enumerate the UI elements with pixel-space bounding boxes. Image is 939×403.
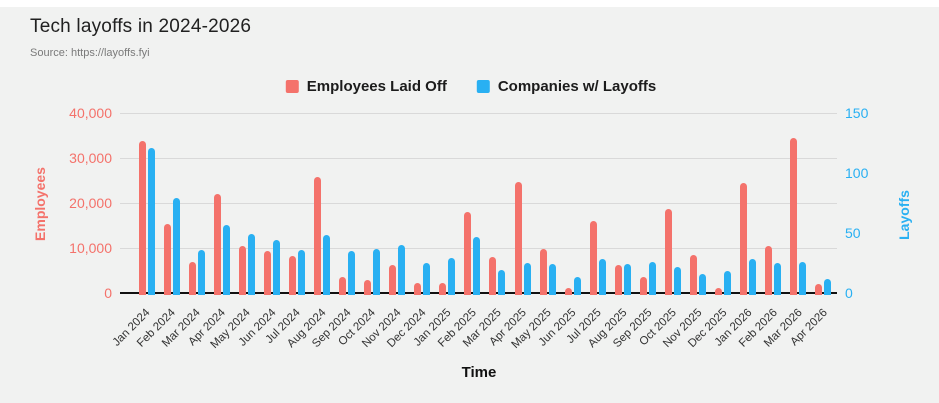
- employees-bar[interactable]: [464, 212, 472, 295]
- employees-bar[interactable]: [740, 182, 748, 295]
- employees-bar[interactable]: [639, 276, 647, 295]
- plot-area: Jan 2024 Feb 2024 Mar 2024 Apr 2024 May 2024…: [111, 113, 837, 351]
- companies-bar[interactable]: [197, 249, 205, 295]
- companies-bar[interactable]: [398, 245, 406, 295]
- companies-bar[interactable]: [699, 273, 707, 295]
- companies-bar[interactable]: [749, 259, 757, 295]
- employees-bar[interactable]: [539, 248, 547, 295]
- employees-bar[interactable]: [815, 284, 823, 295]
- companies-bar[interactable]: [222, 224, 230, 295]
- employees-bar[interactable]: [288, 255, 296, 295]
- companies-bar[interactable]: [423, 263, 431, 295]
- employees-bar[interactable]: [514, 182, 522, 295]
- employees-bar[interactable]: [439, 283, 447, 295]
- top-strip: [0, 0, 939, 7]
- employees-bar[interactable]: [339, 277, 347, 295]
- companies-bar[interactable]: [147, 147, 155, 295]
- companies-bar[interactable]: [648, 261, 656, 295]
- companies-bar[interactable]: [623, 264, 631, 295]
- legend-item-employees: Employees Laid Off: [285, 78, 447, 95]
- legend-item-companies: Companies w/ Layoffs: [476, 78, 657, 95]
- companies-bar[interactable]: [799, 261, 807, 295]
- employees-bar[interactable]: [263, 250, 271, 295]
- x-axis-title: Time: [461, 364, 497, 381]
- employees-bar[interactable]: [614, 265, 622, 295]
- gridline: [120, 203, 837, 204]
- employees-bar[interactable]: [790, 138, 798, 295]
- companies-bar[interactable]: [774, 263, 782, 295]
- companies-bar[interactable]: [448, 258, 456, 295]
- chart-title: Tech layoffs in 2024-2026: [30, 16, 252, 37]
- employees-bar[interactable]: [389, 265, 397, 295]
- companies-bar[interactable]: [598, 259, 606, 295]
- companies-bar[interactable]: [724, 271, 732, 295]
- left-axis-tick-label: 30,000: [69, 150, 112, 166]
- companies-legend-swatch: [476, 80, 490, 93]
- companies-bar[interactable]: [172, 198, 180, 295]
- left-axis-tick-label: 20,000: [69, 195, 112, 211]
- employees-bar[interactable]: [364, 280, 372, 295]
- employees-bar[interactable]: [163, 223, 171, 295]
- left-axis-tick-label: 40,000: [69, 105, 112, 121]
- right-axis-tick-label: 150: [845, 105, 869, 121]
- chart-source: Source: https://layoffs.fyi: [30, 47, 150, 59]
- gridline: [120, 113, 837, 114]
- employees-bar[interactable]: [313, 177, 321, 295]
- companies-bar[interactable]: [673, 266, 681, 295]
- companies-bar[interactable]: [247, 234, 255, 295]
- employees-legend-swatch: [285, 80, 299, 93]
- companies-bar[interactable]: [523, 263, 531, 295]
- left-axis-tick-label: 10,000: [69, 240, 112, 256]
- gridline: [120, 158, 837, 159]
- companies-bar[interactable]: [348, 251, 356, 295]
- legend: Employees Laid Off Companies w/ Layoffs: [285, 78, 657, 95]
- employees-bar[interactable]: [664, 208, 672, 295]
- employees-bar[interactable]: [188, 261, 196, 295]
- companies-bar[interactable]: [824, 278, 832, 295]
- companies-bar[interactable]: [373, 248, 381, 295]
- legend-label-companies: Companies w/ Layoffs: [497, 78, 657, 95]
- companies-bar[interactable]: [548, 264, 556, 295]
- companies-bar[interactable]: [473, 236, 481, 295]
- companies-bar[interactable]: [498, 270, 506, 295]
- employees-bar[interactable]: [213, 193, 221, 295]
- employees-bar[interactable]: [715, 287, 723, 295]
- right-axis-tick-label: 100: [845, 165, 869, 181]
- employees-bar[interactable]: [489, 257, 497, 295]
- companies-bar[interactable]: [573, 277, 581, 295]
- legend-label-employees: Employees Laid Off: [306, 78, 447, 95]
- employees-bar[interactable]: [238, 245, 246, 295]
- companies-bar[interactable]: [322, 235, 330, 295]
- employees-bar[interactable]: [765, 245, 773, 295]
- left-axis-tick-label: 0: [104, 285, 112, 301]
- employees-bar[interactable]: [589, 221, 597, 295]
- companies-bar[interactable]: [272, 240, 280, 295]
- employees-bar[interactable]: [138, 140, 146, 295]
- employees-bar[interactable]: [414, 283, 422, 295]
- right-axis-tick-label: 50: [845, 225, 861, 241]
- companies-bar[interactable]: [297, 249, 305, 295]
- employees-bar[interactable]: [690, 254, 698, 295]
- right-axis-tick-label: 0: [845, 285, 853, 301]
- employees-bar[interactable]: [564, 287, 572, 295]
